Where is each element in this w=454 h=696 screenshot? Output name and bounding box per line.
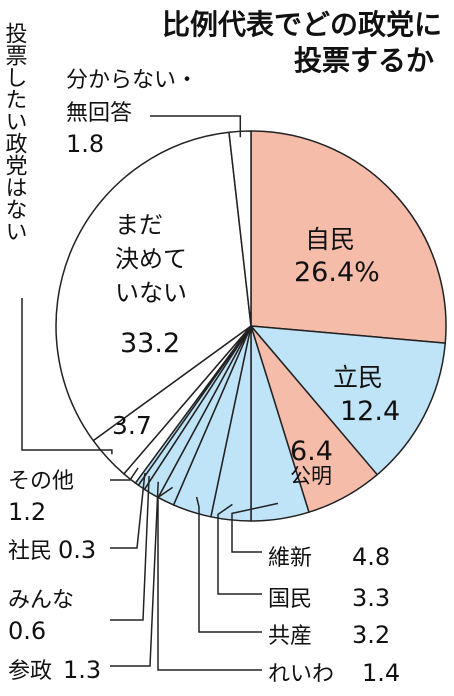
chart-title-line-2: 投票するか (294, 44, 434, 77)
leader-line-no-party (21, 298, 113, 455)
label-kyosan-value: 3.2 (352, 621, 390, 649)
label-sansei-value: 1.3 (63, 656, 101, 684)
pie-slices (55, 130, 447, 522)
leader-line-社民 (110, 472, 146, 549)
label-dk-value: 1.8 (66, 130, 104, 158)
label-reiwa-name: れいわ (268, 662, 334, 687)
label-rikken-name: 立民 (333, 363, 383, 392)
label-undecided-line-3: いない (115, 279, 187, 307)
label-kokumin-name: 国民 (268, 587, 312, 612)
label-shamin-name: 社民 (8, 539, 52, 564)
leader-line-dk (150, 115, 242, 138)
leader-line-維新 (231, 502, 279, 553)
label-minna-value: 0.6 (8, 617, 46, 645)
leader-line-その他 (110, 467, 139, 481)
label-ishin-value: 4.8 (352, 543, 390, 571)
label-sansei-name: 参政 (8, 659, 52, 684)
label-ishin-name: 維新 (268, 546, 312, 571)
label-shamin-value: 0.3 (58, 536, 96, 564)
label-other-name: その他 (8, 469, 74, 494)
label-komei-value: 6.4 (290, 436, 333, 467)
label-komei-name: 公明 (290, 464, 332, 488)
label-dk-line-1: 分からない・ (66, 68, 198, 93)
pie-slice-13 (55, 131, 252, 442)
pie-slice-1 (250, 130, 447, 344)
chart-title-line-1: 比例代表でどの政党に (162, 8, 442, 41)
label-undecided-line-1: まだ (115, 211, 163, 239)
label-rikken-value: 12.4 (340, 396, 400, 427)
label-kyosan-name: 共産 (268, 624, 312, 649)
label-reiwa-value: 1.4 (362, 659, 400, 687)
label-dk-line-2: 無回答 (66, 101, 132, 126)
label-no-party-value: 3.7 (112, 411, 152, 440)
label-undecided-line-2: 決めて (115, 245, 187, 273)
leader-line-参政 (110, 481, 159, 667)
leader-line-れいわ (157, 486, 262, 671)
leader-line-国民 (217, 503, 262, 595)
leader-lines (21, 115, 279, 671)
label-jimin-value: 26.4% (294, 257, 380, 288)
pie-slice-2 (250, 325, 446, 476)
label-kokumin-value: 3.3 (352, 584, 390, 612)
label-other-value: 1.2 (8, 498, 46, 526)
leader-line-みんな (110, 475, 150, 621)
leader-line-共産 (195, 496, 262, 633)
label-no-party-name: 投票したい政党はない (2, 22, 28, 242)
label-jimin-name: 自民 (305, 225, 355, 254)
label-minna-name: みんな (8, 588, 74, 613)
label-undecided-value: 33.2 (120, 328, 180, 359)
